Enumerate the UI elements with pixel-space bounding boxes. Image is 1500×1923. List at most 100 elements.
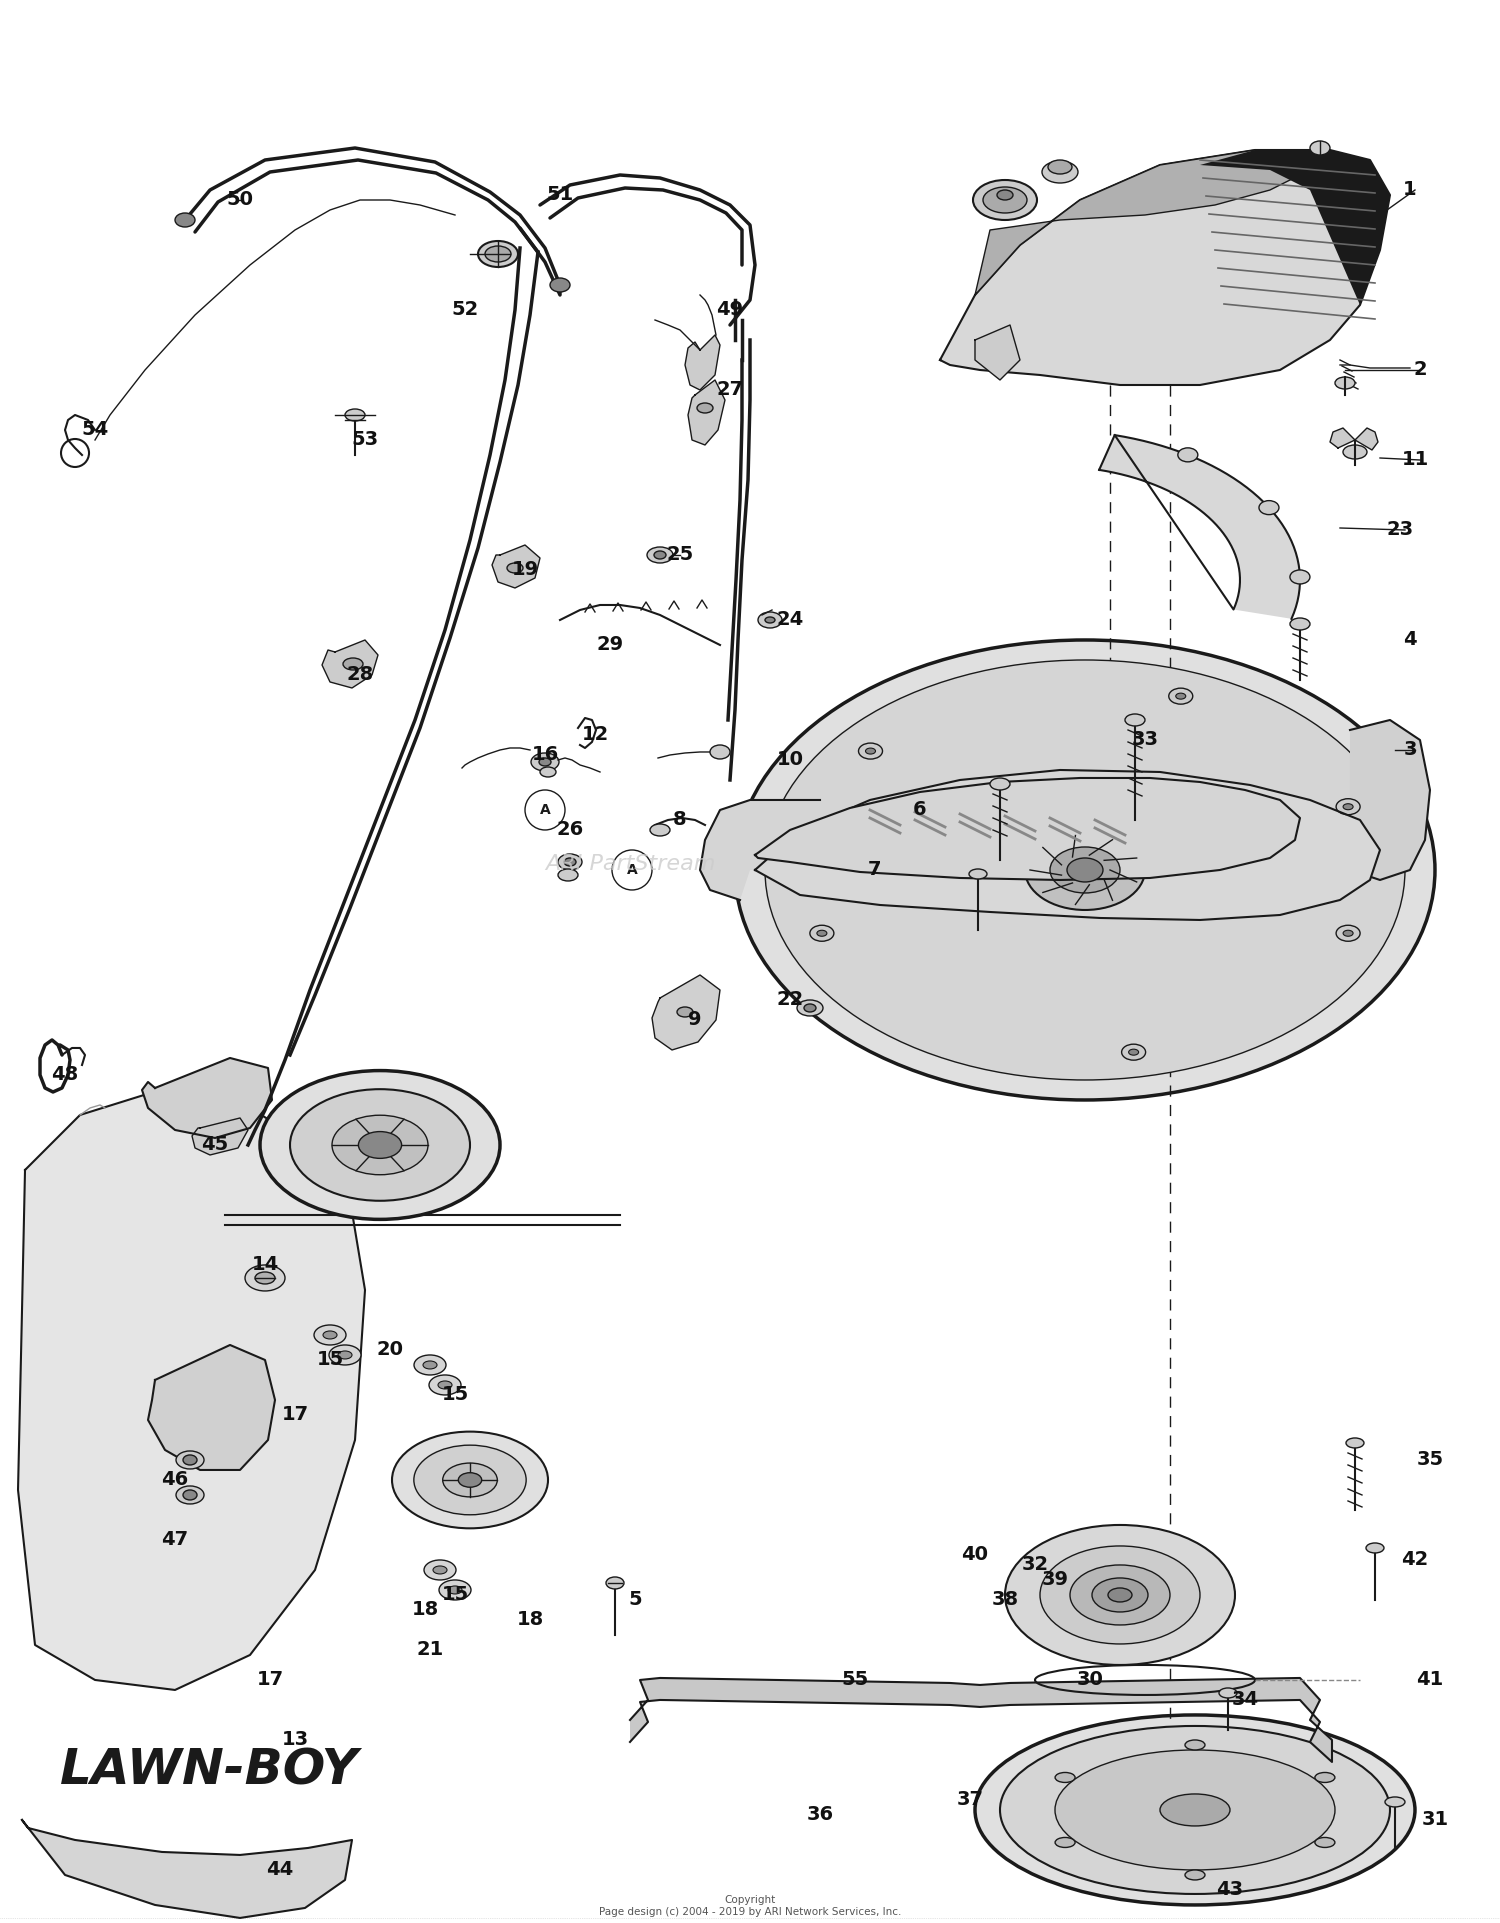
Polygon shape bbox=[940, 150, 1390, 385]
Ellipse shape bbox=[710, 744, 730, 760]
Ellipse shape bbox=[804, 1004, 816, 1011]
Text: 15: 15 bbox=[441, 1585, 468, 1604]
Ellipse shape bbox=[540, 767, 556, 777]
Ellipse shape bbox=[392, 1431, 548, 1529]
Ellipse shape bbox=[1366, 1542, 1384, 1554]
Ellipse shape bbox=[1168, 688, 1192, 704]
Ellipse shape bbox=[1024, 831, 1144, 910]
Polygon shape bbox=[322, 640, 378, 688]
Ellipse shape bbox=[650, 823, 670, 837]
Text: Copyright
Page design (c) 2004 - 2019 by ARI Network Services, Inc.: Copyright Page design (c) 2004 - 2019 by… bbox=[598, 1894, 902, 1917]
Text: 16: 16 bbox=[531, 746, 558, 765]
Polygon shape bbox=[975, 150, 1330, 294]
Ellipse shape bbox=[735, 640, 1436, 1100]
Ellipse shape bbox=[338, 1352, 352, 1360]
Text: 10: 10 bbox=[777, 750, 804, 769]
Polygon shape bbox=[192, 1117, 248, 1156]
Ellipse shape bbox=[538, 758, 550, 765]
Ellipse shape bbox=[1220, 1688, 1238, 1698]
Text: 20: 20 bbox=[376, 1340, 404, 1360]
Polygon shape bbox=[1200, 150, 1390, 306]
Ellipse shape bbox=[1346, 1438, 1364, 1448]
Ellipse shape bbox=[290, 1088, 470, 1200]
Ellipse shape bbox=[550, 279, 570, 292]
Text: 24: 24 bbox=[777, 610, 804, 629]
Text: 35: 35 bbox=[1416, 1450, 1443, 1469]
Text: 32: 32 bbox=[1022, 1556, 1048, 1575]
Polygon shape bbox=[688, 381, 724, 444]
Polygon shape bbox=[1330, 429, 1354, 448]
Text: 31: 31 bbox=[1422, 1810, 1449, 1829]
Polygon shape bbox=[1100, 435, 1300, 619]
Ellipse shape bbox=[1048, 160, 1072, 173]
Ellipse shape bbox=[440, 1581, 471, 1600]
Text: 30: 30 bbox=[1077, 1671, 1104, 1690]
Text: 33: 33 bbox=[1131, 731, 1158, 750]
Ellipse shape bbox=[676, 1008, 693, 1017]
Ellipse shape bbox=[484, 246, 512, 262]
Polygon shape bbox=[142, 1058, 272, 1138]
Ellipse shape bbox=[358, 1131, 402, 1158]
Polygon shape bbox=[686, 335, 720, 390]
Text: 28: 28 bbox=[346, 665, 374, 685]
Ellipse shape bbox=[429, 1375, 460, 1394]
Ellipse shape bbox=[765, 617, 776, 623]
Ellipse shape bbox=[328, 1344, 362, 1365]
Text: 5: 5 bbox=[628, 1590, 642, 1610]
Polygon shape bbox=[148, 1344, 274, 1469]
Ellipse shape bbox=[414, 1446, 526, 1515]
Text: 13: 13 bbox=[282, 1731, 309, 1750]
Ellipse shape bbox=[414, 1356, 446, 1375]
Text: 17: 17 bbox=[256, 1671, 284, 1690]
Ellipse shape bbox=[858, 742, 882, 760]
Text: 47: 47 bbox=[162, 1531, 189, 1550]
Polygon shape bbox=[1354, 429, 1378, 450]
Ellipse shape bbox=[1185, 1740, 1204, 1750]
Ellipse shape bbox=[1178, 448, 1198, 462]
Text: 26: 26 bbox=[556, 821, 584, 840]
Ellipse shape bbox=[1384, 1796, 1406, 1808]
Polygon shape bbox=[700, 800, 820, 900]
Text: 17: 17 bbox=[282, 1406, 309, 1425]
Ellipse shape bbox=[975, 1715, 1414, 1906]
Ellipse shape bbox=[1092, 1579, 1148, 1611]
Ellipse shape bbox=[438, 1381, 452, 1388]
Ellipse shape bbox=[1128, 1050, 1138, 1056]
Ellipse shape bbox=[1336, 798, 1360, 815]
Text: 34: 34 bbox=[1232, 1690, 1258, 1710]
Ellipse shape bbox=[1316, 1838, 1335, 1848]
Polygon shape bbox=[492, 544, 540, 588]
Ellipse shape bbox=[558, 854, 582, 869]
Ellipse shape bbox=[433, 1565, 447, 1573]
Text: 2: 2 bbox=[1413, 360, 1426, 379]
Text: 25: 25 bbox=[666, 546, 693, 565]
Ellipse shape bbox=[1125, 713, 1144, 727]
Ellipse shape bbox=[507, 563, 524, 573]
Ellipse shape bbox=[183, 1456, 196, 1465]
Polygon shape bbox=[22, 1819, 352, 1917]
Ellipse shape bbox=[1054, 1838, 1076, 1848]
Ellipse shape bbox=[176, 213, 195, 227]
Ellipse shape bbox=[969, 869, 987, 879]
Ellipse shape bbox=[698, 404, 712, 413]
Ellipse shape bbox=[796, 1000, 824, 1015]
Text: 50: 50 bbox=[226, 190, 254, 210]
Ellipse shape bbox=[1070, 1565, 1170, 1625]
Text: ARI PartStream: ARI PartStream bbox=[544, 854, 716, 873]
Text: 41: 41 bbox=[1416, 1671, 1443, 1690]
Ellipse shape bbox=[758, 612, 782, 629]
Polygon shape bbox=[975, 325, 1020, 381]
Ellipse shape bbox=[1185, 1869, 1204, 1881]
Polygon shape bbox=[18, 1090, 364, 1690]
Ellipse shape bbox=[810, 925, 834, 940]
Polygon shape bbox=[754, 769, 1380, 919]
Text: 51: 51 bbox=[546, 185, 573, 204]
Text: 29: 29 bbox=[597, 635, 624, 654]
Ellipse shape bbox=[176, 1486, 204, 1504]
Text: 22: 22 bbox=[777, 990, 804, 1010]
Ellipse shape bbox=[1176, 692, 1186, 700]
Ellipse shape bbox=[244, 1265, 285, 1290]
Ellipse shape bbox=[478, 240, 518, 267]
Ellipse shape bbox=[345, 410, 364, 421]
Text: 15: 15 bbox=[441, 1385, 468, 1404]
